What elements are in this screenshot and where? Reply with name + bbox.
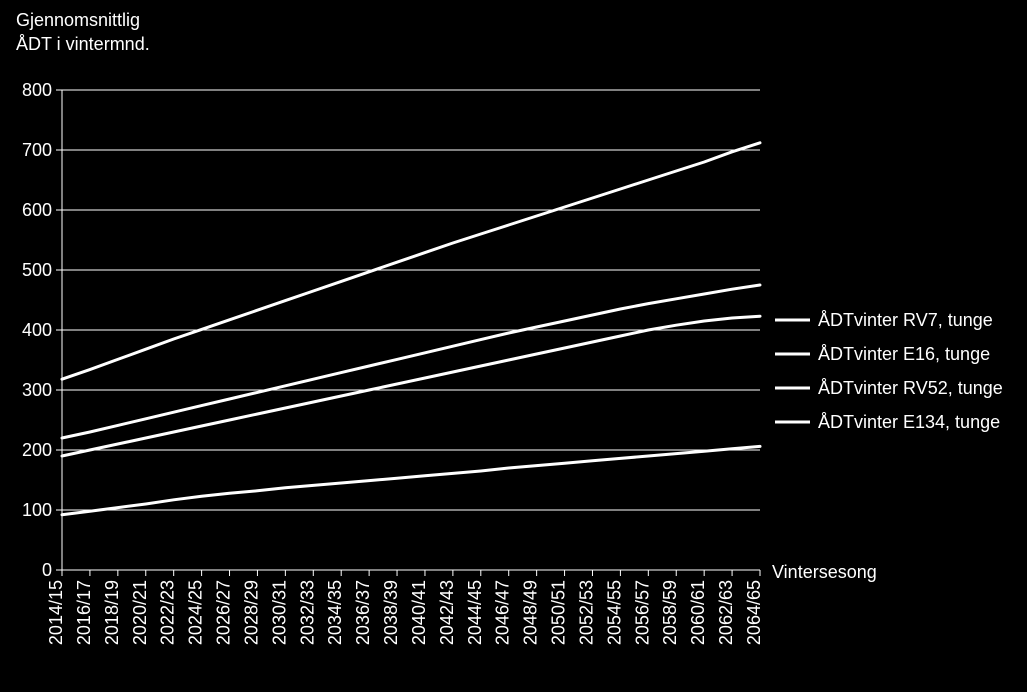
x-tick-label: 2042/43 xyxy=(437,580,457,645)
line-chart: 0 100 200 300 400 500 600 700 800 2014/15 2016/17 2… xyxy=(0,0,1027,692)
x-tick-label: 2052/53 xyxy=(576,580,596,645)
x-tick-label: 2044/45 xyxy=(465,580,485,645)
y-tick-label: 400 xyxy=(22,320,52,340)
y-tick-label: 0 xyxy=(42,560,52,580)
y-tick-label: 200 xyxy=(22,440,52,460)
x-tick-label: 2036/37 xyxy=(353,580,373,645)
legend-label: ÅDTvinter E134, tunge xyxy=(818,412,1000,432)
x-tick-label: 2014/15 xyxy=(46,580,66,645)
x-tick-label: 2062/63 xyxy=(716,580,736,645)
x-axis-title: Vintersesong xyxy=(772,562,877,582)
x-tick-label: 2018/19 xyxy=(102,580,122,645)
y-tick-label: 100 xyxy=(22,500,52,520)
x-tick-label: 2054/55 xyxy=(604,580,624,645)
y-axis-title: Gjennomsnittlig xyxy=(16,10,140,30)
x-tick-label: 2064/65 xyxy=(744,580,764,645)
y-tick-label: 500 xyxy=(22,260,52,280)
chart-container: 0 100 200 300 400 500 600 700 800 2014/15 2016/17 2… xyxy=(0,0,1027,692)
x-tick-label: 2024/25 xyxy=(186,580,206,645)
x-tick-label: 2048/49 xyxy=(521,580,541,645)
legend-label: ÅDTvinter RV52, tunge xyxy=(818,378,1003,398)
x-tick-label: 2020/21 xyxy=(130,580,150,645)
x-tick-label: 2030/31 xyxy=(269,580,289,645)
x-tick-label: 2050/51 xyxy=(549,580,569,645)
x-tick-label: 2026/27 xyxy=(214,580,234,645)
x-tick-label: 2060/61 xyxy=(688,580,708,645)
x-tick-label: 2046/47 xyxy=(493,580,513,645)
y-tick-label: 300 xyxy=(22,380,52,400)
y-tick-label: 600 xyxy=(22,200,52,220)
x-tick-label: 2056/57 xyxy=(632,580,652,645)
x-tick-label: 2034/35 xyxy=(325,580,345,645)
y-axis-title: ÅDT i vintermnd. xyxy=(16,34,150,54)
y-tick-label: 800 xyxy=(22,80,52,100)
legend-label: ÅDTvinter RV7, tunge xyxy=(818,310,993,330)
x-tick-label: 2028/29 xyxy=(241,580,261,645)
x-tick-label: 2016/17 xyxy=(74,580,94,645)
x-tick-label: 2038/39 xyxy=(381,580,401,645)
legend-label: ÅDTvinter E16, tunge xyxy=(818,344,990,364)
x-tick-label: 2032/33 xyxy=(297,580,317,645)
x-tick-label: 2040/41 xyxy=(409,580,429,645)
x-tick-label: 2058/59 xyxy=(660,580,680,645)
x-tick-label: 2022/23 xyxy=(158,580,178,645)
y-tick-label: 700 xyxy=(22,140,52,160)
